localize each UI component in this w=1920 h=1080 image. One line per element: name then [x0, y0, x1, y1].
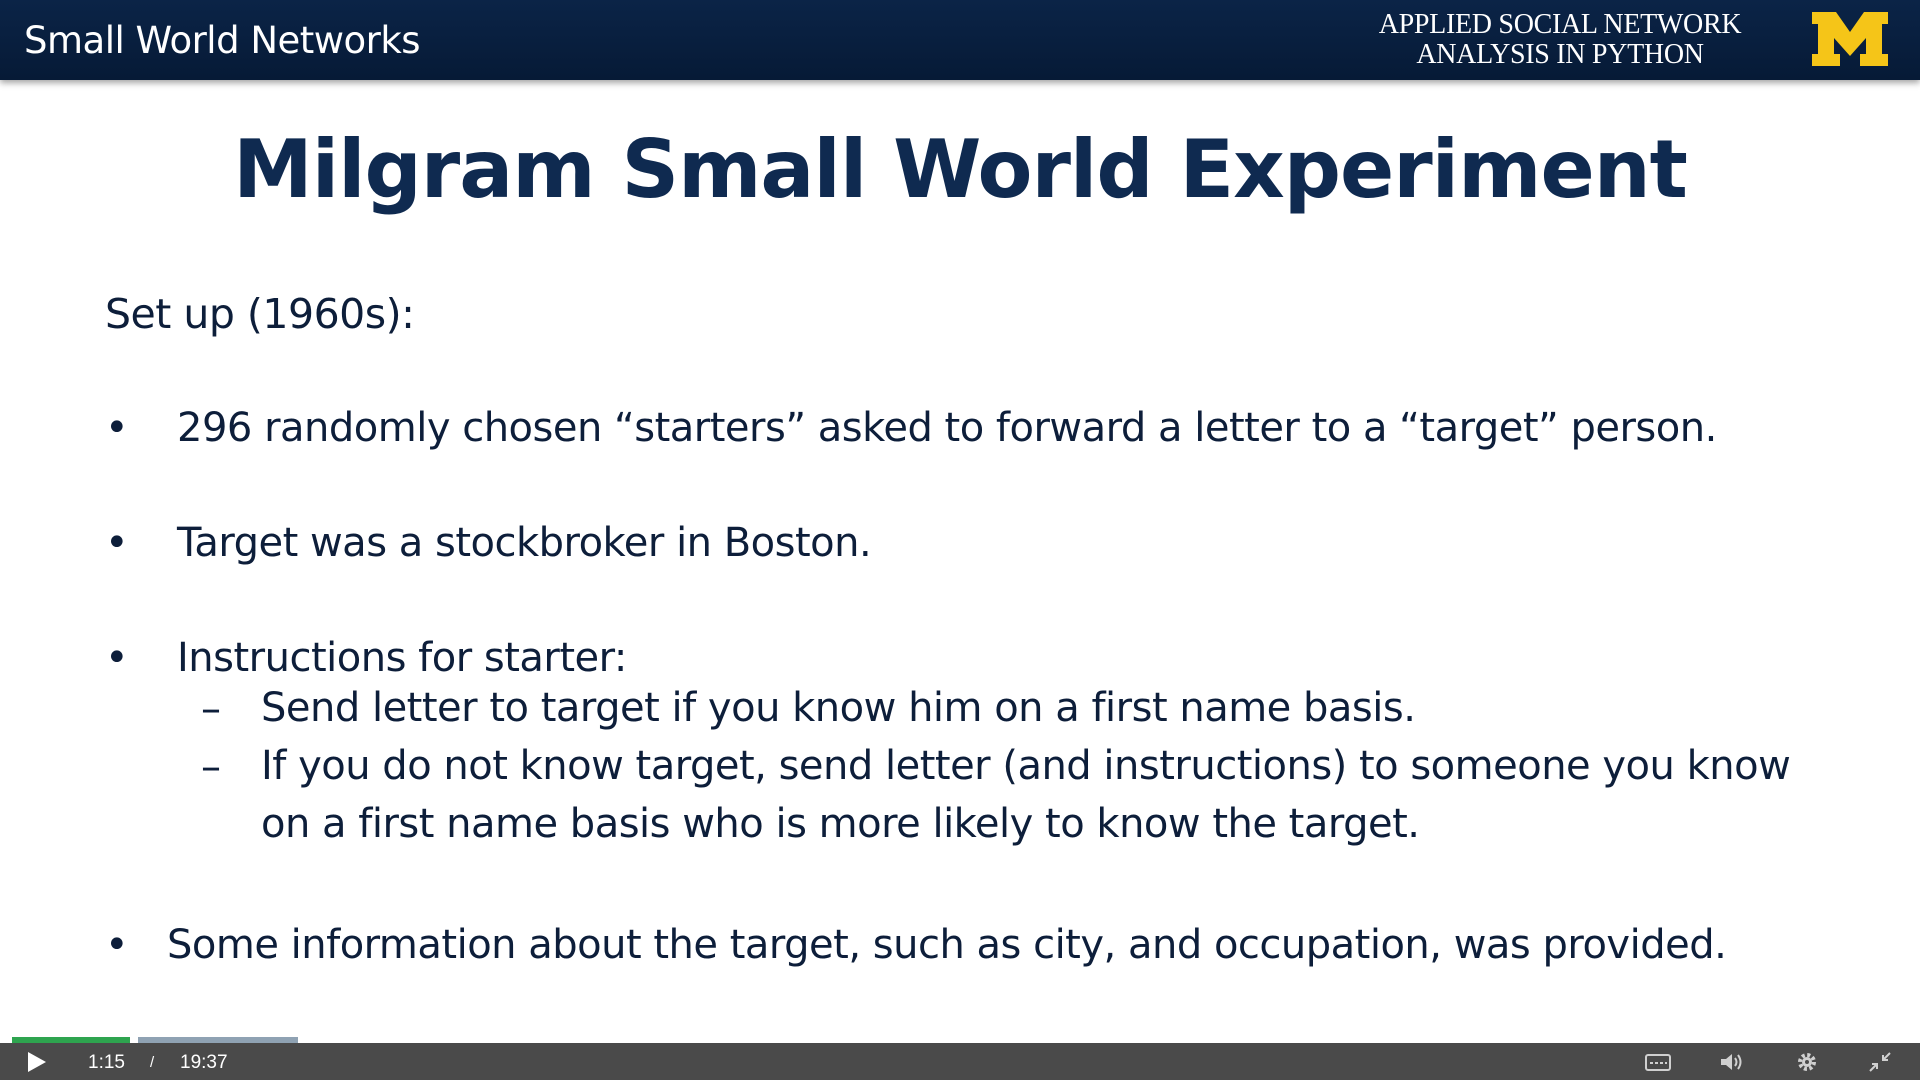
- bullet-text: Some information about the target, such …: [167, 922, 1727, 968]
- bullet-text: Target was a stockbroker in Boston.: [177, 520, 872, 566]
- player-controls: 1:15 / 19:37: [0, 1043, 1920, 1080]
- sub-bullet-dash: –: [201, 686, 221, 732]
- bullet-text: 296 randomly chosen “starters” asked to …: [177, 405, 1717, 451]
- sub-bullet-text: If you do not know target, send letter (…: [261, 743, 1791, 789]
- sub-bullet-text: Send letter to target if you know him on…: [261, 685, 1416, 731]
- play-icon[interactable]: [22, 1050, 50, 1074]
- progress-played: [12, 1037, 130, 1043]
- sub-bullet-dash: –: [201, 744, 221, 790]
- captions-icon[interactable]: [1644, 1050, 1672, 1074]
- course-name-line1: APPLIED SOCIAL NETWORK: [1378, 9, 1742, 40]
- bullet-text: Instructions for starter:: [177, 635, 627, 681]
- volume-icon[interactable]: [1718, 1050, 1746, 1074]
- current-time: 1:15: [88, 1052, 125, 1073]
- university-logo-icon: [1812, 12, 1888, 66]
- bullet-dot: •: [105, 922, 129, 968]
- exit-fullscreen-icon[interactable]: [1866, 1050, 1894, 1074]
- bullet-dot: •: [105, 405, 129, 451]
- slide-title: Milgram Small World Experiment: [233, 123, 1688, 216]
- bullet-dot: •: [105, 635, 129, 681]
- bullet-dot: •: [105, 520, 129, 566]
- header-banner: Small World Networks APPLIED SOCIAL NETW…: [0, 0, 1920, 80]
- course-name: APPLIED SOCIAL NETWORK ANALYSIS IN PYTHO…: [1350, 10, 1770, 70]
- time-separator: /: [150, 1054, 155, 1071]
- lecture-title: Small World Networks: [24, 19, 421, 62]
- settings-icon[interactable]: [1793, 1050, 1821, 1074]
- course-name-line2: ANALYSIS IN PYTHON: [1416, 39, 1704, 70]
- progress-buffered: [138, 1037, 298, 1043]
- sub-bullet-text-continued: on a first name basis who is more likely…: [261, 801, 1420, 847]
- setup-heading: Set up (1960s):: [105, 290, 415, 338]
- duration: 19:37: [180, 1052, 228, 1073]
